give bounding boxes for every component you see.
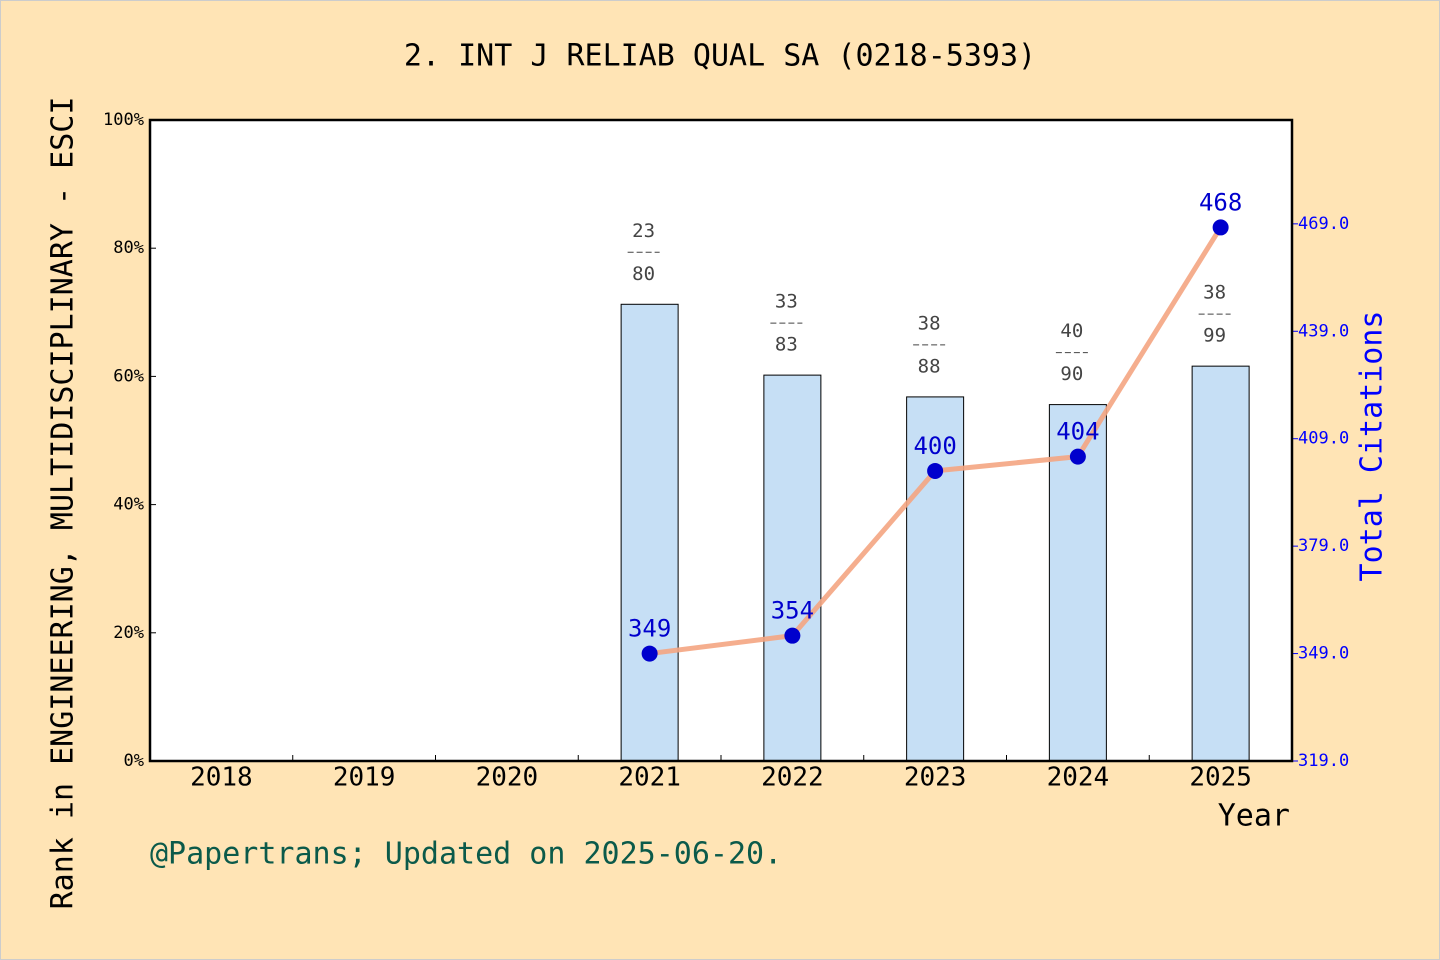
value-label: 468 — [1199, 188, 1242, 216]
count-label: 83 — [775, 334, 798, 356]
value-label: 400 — [913, 432, 956, 460]
rank-label: 33 — [775, 291, 798, 313]
y-tick-label: 80% — [113, 238, 144, 258]
value-label: 404 — [1056, 418, 1099, 446]
y-tick-label: 40% — [113, 495, 144, 515]
y2-tick-label: 349.0 — [1298, 644, 1349, 664]
chart-title: 2. INT J RELIAB QUAL SA (0218-5393) — [404, 39, 1036, 74]
bar — [906, 396, 965, 762]
y2-tick-label: 469.0 — [1298, 214, 1349, 234]
point — [1212, 219, 1229, 236]
x-tick-label: 2021 — [618, 763, 681, 793]
y-tick-label: 100% — [103, 110, 144, 130]
rank-label: 38 — [918, 312, 941, 334]
x-tick-label: 2022 — [761, 763, 824, 793]
y-tick-label: 60% — [113, 366, 144, 386]
x-tick-label: 2020 — [476, 763, 539, 793]
y2-tick-label: 319.0 — [1298, 751, 1349, 771]
point — [641, 645, 658, 662]
rank-label: 23 — [632, 220, 655, 242]
count-label: 88 — [918, 355, 941, 377]
bar — [763, 374, 822, 762]
x-tick-label: 2024 — [1047, 763, 1110, 793]
point — [784, 627, 801, 644]
point — [927, 462, 944, 479]
value-label: 354 — [771, 597, 814, 625]
count-label: 80 — [632, 263, 655, 285]
x-tick-label: 2025 — [1189, 763, 1252, 793]
y2-tick-label: 409.0 — [1298, 429, 1349, 449]
count-label: 99 — [1203, 325, 1226, 347]
y-tick-label: 20% — [113, 623, 144, 643]
plot-frame — [148, 118, 1294, 763]
footer: @Papertrans; Updated on 2025-06-20. — [150, 837, 782, 872]
count-label: 90 — [1060, 363, 1083, 385]
value-label: 349 — [628, 615, 671, 643]
plot-area — [150, 120, 1292, 761]
bar — [620, 303, 679, 762]
y2-axis-label: Total Citations — [1355, 311, 1390, 582]
y-axis-label: Rank in ENGINEERING, MULTIDISCIPLINARY -… — [46, 97, 81, 910]
y2-tick-label: 379.0 — [1298, 536, 1349, 556]
rank-label: 40 — [1060, 320, 1083, 342]
y-tick-label: 0% — [124, 751, 144, 771]
x-axis-label: Year — [1218, 799, 1290, 834]
bar — [1191, 365, 1250, 762]
x-tick-label: 2023 — [904, 763, 967, 793]
rank-label: 38 — [1203, 282, 1226, 304]
x-tick-label: 2019 — [333, 763, 396, 793]
y2-tick-label: 439.0 — [1298, 321, 1349, 341]
x-tick-label: 2018 — [190, 763, 253, 793]
point — [1069, 448, 1086, 465]
